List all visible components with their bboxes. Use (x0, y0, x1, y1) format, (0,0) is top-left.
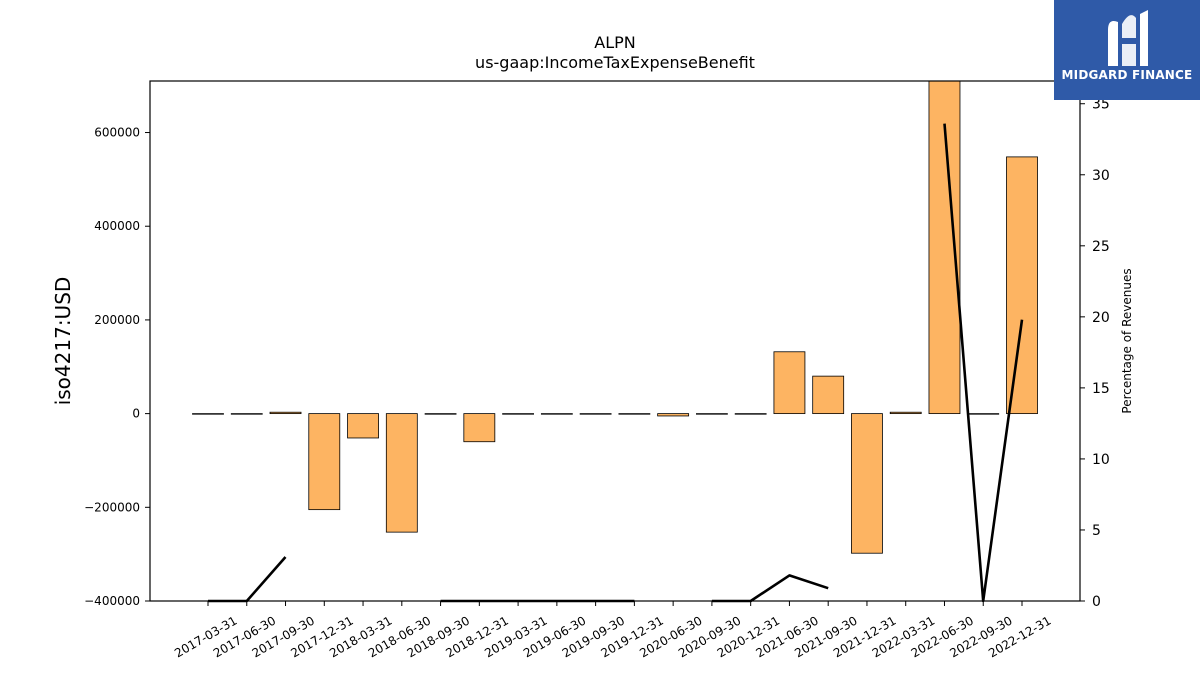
y2-tick-label: 20 (1092, 310, 1110, 326)
bar (502, 413, 534, 415)
line-segment (208, 556, 287, 603)
bar (618, 413, 651, 415)
y2-tick-label: 5 (1092, 523, 1101, 539)
y-axis-label: iso4217:USD (51, 277, 75, 406)
bar (424, 413, 457, 415)
bar (230, 413, 263, 415)
bar (967, 413, 1000, 415)
bar (851, 413, 883, 554)
logo-mark-icon (1108, 10, 1148, 67)
bar-series (192, 80, 1038, 554)
bar (192, 413, 224, 415)
y2-tick-label: 30 (1092, 168, 1110, 184)
bar (773, 351, 806, 415)
bar (657, 413, 690, 417)
y2-tick-label: 10 (1092, 452, 1110, 468)
bar (269, 411, 302, 415)
y-tick-label: 0 (132, 407, 140, 421)
bar (812, 375, 845, 415)
y-tick-label: −400000 (84, 594, 140, 608)
bar (385, 413, 418, 533)
y-tick-label: 400000 (94, 219, 140, 233)
y-axis-left: −400000 −200000 0 200000 400000 600000 (84, 126, 150, 608)
y2-tick-label: 0 (1092, 594, 1101, 610)
plot-frame (149, 80, 1081, 602)
y2-tick-label: 25 (1092, 239, 1110, 255)
bar (1006, 156, 1038, 415)
y-tick-label: 600000 (94, 126, 140, 140)
bar (540, 413, 573, 415)
chart-subtitle: us-gaap:IncomeTaxExpenseBenefit (475, 53, 755, 72)
y2-tick-label: 15 (1092, 381, 1110, 397)
y2-tick-label: 35 (1092, 97, 1110, 113)
bar (734, 413, 767, 415)
y-tick-label: 200000 (94, 313, 140, 327)
y-tick-label: −200000 (84, 500, 140, 514)
x-axis: 2017-03-312017-06-302017-09-302017-12-31… (172, 601, 1054, 660)
bar (308, 413, 341, 511)
bar (889, 411, 922, 415)
bar (347, 413, 379, 439)
y2-axis-label: Percentage of Revenues (1120, 268, 1134, 413)
bar (463, 413, 496, 443)
chart-title: ALPN (594, 33, 635, 52)
line-series (208, 123, 1024, 603)
bar (579, 413, 612, 415)
bar (696, 413, 728, 415)
line-segment (711, 574, 829, 603)
y-axis-right: 0 5 10 15 20 25 30 35 (1080, 97, 1110, 610)
logo-text: MIDGARD FINANCE (1061, 68, 1193, 82)
brand-logo: MIDGARD FINANCE (1054, 0, 1200, 100)
